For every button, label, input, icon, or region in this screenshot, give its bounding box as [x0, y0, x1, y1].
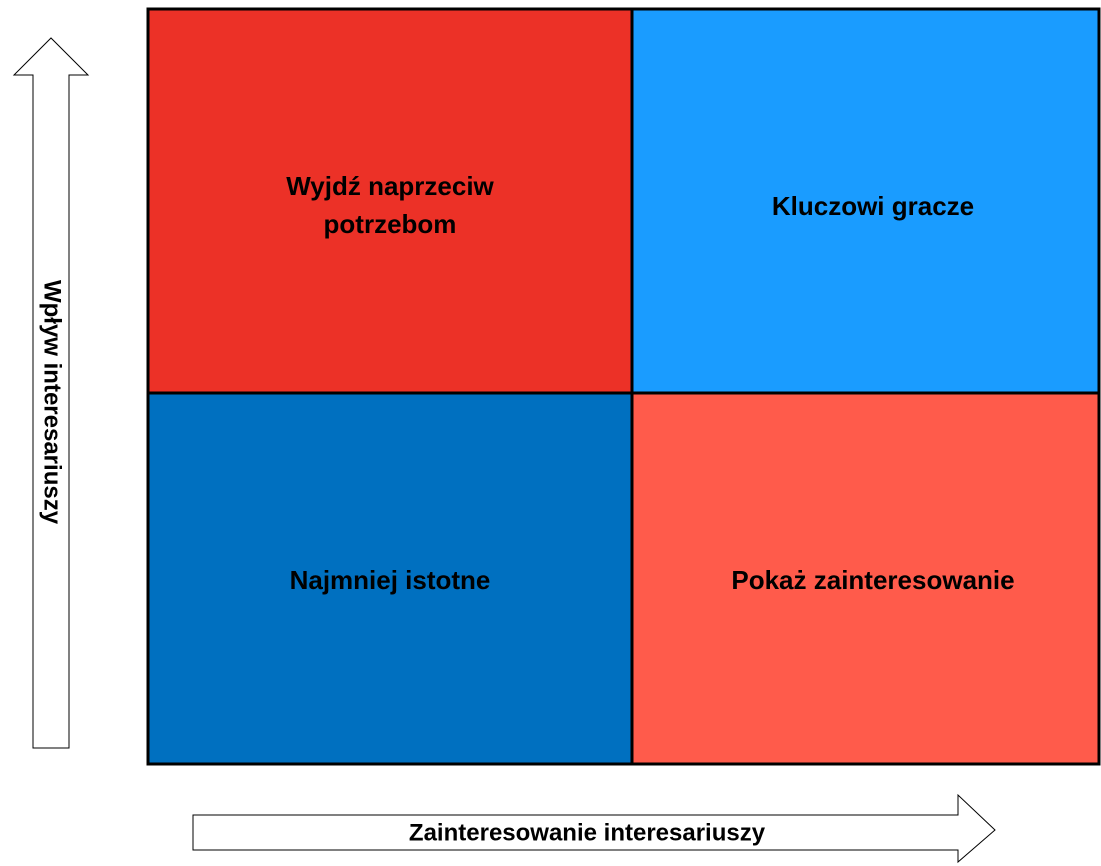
- quadrant-label: potrzebom: [324, 209, 457, 239]
- x-axis-label: Zainteresowanie interesariuszy: [409, 819, 766, 846]
- quadrant-label: Pokaż zainteresowanie: [731, 565, 1014, 595]
- quadrant-label: Kluczowi gracze: [772, 191, 974, 221]
- quadrant-label: Najmniej istotne: [290, 565, 491, 595]
- quadrant: [630, 7, 1101, 395]
- quadrant: [146, 391, 634, 766]
- y-axis-arrow: [12, 37, 90, 749]
- quadrant-label: Wyjdź naprzeciw: [286, 171, 494, 201]
- x-axis-arrow: [192, 793, 996, 864]
- y-axis-label: Wpływ interesariuszy: [39, 280, 66, 525]
- quadrant: [630, 391, 1101, 766]
- quadrant: [146, 7, 634, 395]
